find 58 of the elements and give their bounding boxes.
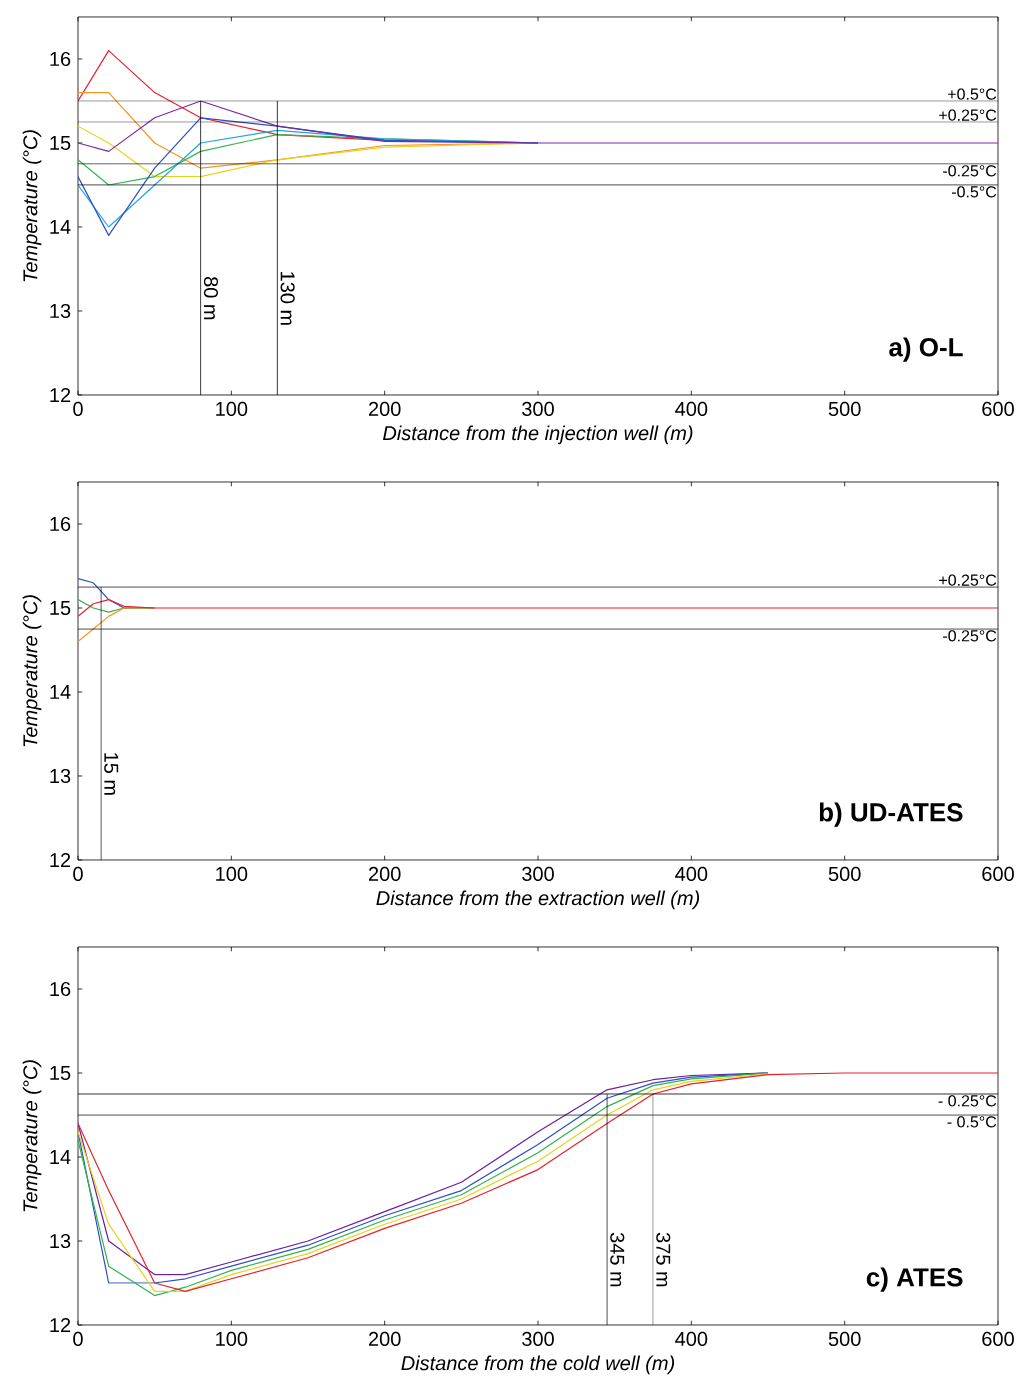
ref-line-label: 345 m (610, 1232, 625, 1287)
y-tick-label: 15 (50, 601, 71, 615)
ref-line-label: +0.5°C (948, 88, 997, 100)
x-tick-label: 0 (73, 1331, 83, 1347)
y-tick-label: 12 (50, 388, 71, 402)
ref-line-label: - 0.5°C (947, 1116, 997, 1128)
x-tick-label: 200 (368, 866, 401, 882)
x-axis-title: Distance from the injection well (m) (383, 425, 693, 445)
y-tick-label: 12 (50, 853, 71, 867)
y-tick-label: 13 (50, 303, 71, 319)
ref-line-label: 375 m (656, 1232, 671, 1287)
y-tick-label: 15 (50, 136, 71, 150)
x-tick-label: 500 (828, 866, 861, 882)
x-tick-label: 100 (216, 401, 248, 416)
ref-line-label: 15 m (104, 753, 119, 795)
y-axis-title: Temperature (°C) (22, 1060, 42, 1212)
y-tick-label: 14 (50, 685, 71, 699)
x-tick-label: 0 (73, 401, 83, 416)
x-tick-label: 200 (368, 401, 401, 416)
y-tick-label: 16 (50, 51, 71, 67)
y-tick-label: 16 (50, 981, 71, 997)
x-tick-label: 100 (216, 1331, 248, 1347)
ref-line-label: 130 m (280, 272, 295, 325)
y-tick-label: 12 (50, 1318, 71, 1332)
x-tick-label: 400 (675, 401, 708, 416)
ref-line-label: - 0.25°C (938, 1095, 997, 1107)
x-tick-label: 400 (675, 1331, 708, 1347)
x-tick-label: 500 (828, 401, 861, 416)
text: c) ATES (866, 1267, 963, 1292)
y-tick-label: 13 (50, 1233, 71, 1249)
y-tick-label: 15 (50, 1066, 71, 1080)
x-tick-label: 500 (828, 1331, 861, 1347)
text: a) O-L (889, 337, 963, 362)
x-tick-label: 0 (73, 866, 83, 882)
x-tick-label: 600 (982, 1331, 1014, 1347)
y-axis-title: Temperature (°C) (22, 595, 42, 747)
y-tick-label: 13 (50, 768, 71, 784)
y-axis-title: Temperature (°C) (22, 130, 42, 282)
ref-line-label: -0.5°C (951, 186, 997, 198)
x-tick-label: 600 (982, 401, 1014, 416)
x-tick-label: 300 (522, 1331, 554, 1347)
x-axis-title: Distance from the extraction well (m) (376, 890, 700, 910)
ref-line-label: 80 m (203, 277, 219, 320)
y-tick-label: 14 (50, 220, 71, 234)
y-tick-label: 16 (50, 516, 71, 532)
text: b) UD-ATES (819, 802, 963, 827)
x-tick-label: 200 (368, 1331, 401, 1347)
x-tick-label: 100 (216, 866, 248, 882)
ref-line-label: -0.25°C (943, 630, 997, 642)
ref-line-label: -0.25°C (943, 165, 997, 177)
x-tick-label: 300 (522, 401, 554, 416)
ref-line-label: +0.25°C (939, 574, 997, 586)
ref-line-label: +0.25°C (939, 109, 997, 121)
y-tick-label: 14 (50, 1150, 71, 1164)
x-tick-label: 600 (982, 866, 1014, 882)
x-tick-label: 400 (675, 866, 708, 882)
x-tick-label: 300 (522, 866, 554, 882)
x-axis-title: Distance from the cold well (m) (401, 1355, 675, 1375)
